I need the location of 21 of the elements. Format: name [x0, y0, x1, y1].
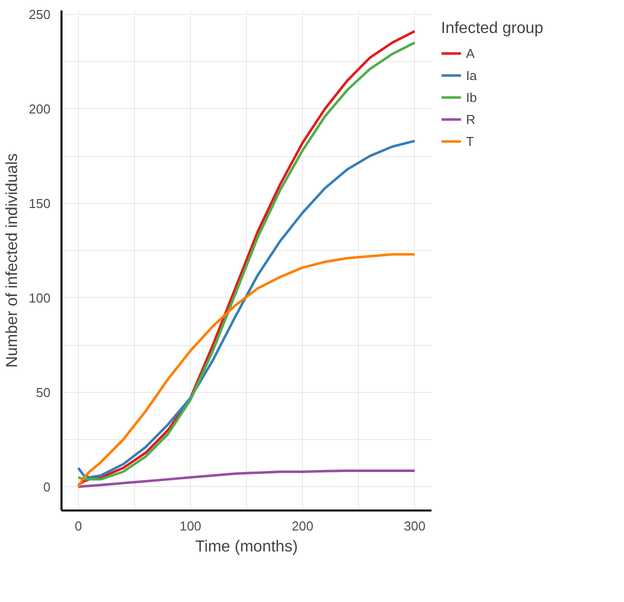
- y-tick-label: 250: [28, 6, 51, 22]
- x-tick-label: 200: [292, 518, 314, 534]
- x-tick-label: 300: [404, 518, 426, 534]
- x-axis-title: Time (months): [195, 538, 298, 556]
- y-tick-label: 0: [43, 479, 51, 494]
- x-tick-label: 100: [180, 518, 202, 534]
- y-axis-title: Number of infected individuals: [4, 153, 21, 368]
- line-series: [77, 253, 416, 488]
- y-tick-label: 50: [36, 384, 51, 400]
- y-tick-label: 150: [28, 196, 51, 211]
- y-tick-label: 100: [28, 290, 51, 306]
- x-tick-label: 0: [74, 518, 82, 534]
- legend-label: R: [466, 112, 476, 126]
- legend-label: A: [466, 46, 476, 60]
- legend-label: T: [466, 134, 475, 148]
- line-series: [77, 140, 416, 479]
- legend-label: Ib: [466, 90, 478, 104]
- line-series: [77, 470, 416, 488]
- y-tick-label: 200: [28, 101, 51, 116]
- legend-title: Infected group: [441, 20, 544, 38]
- legend-label: Ia: [466, 68, 478, 82]
